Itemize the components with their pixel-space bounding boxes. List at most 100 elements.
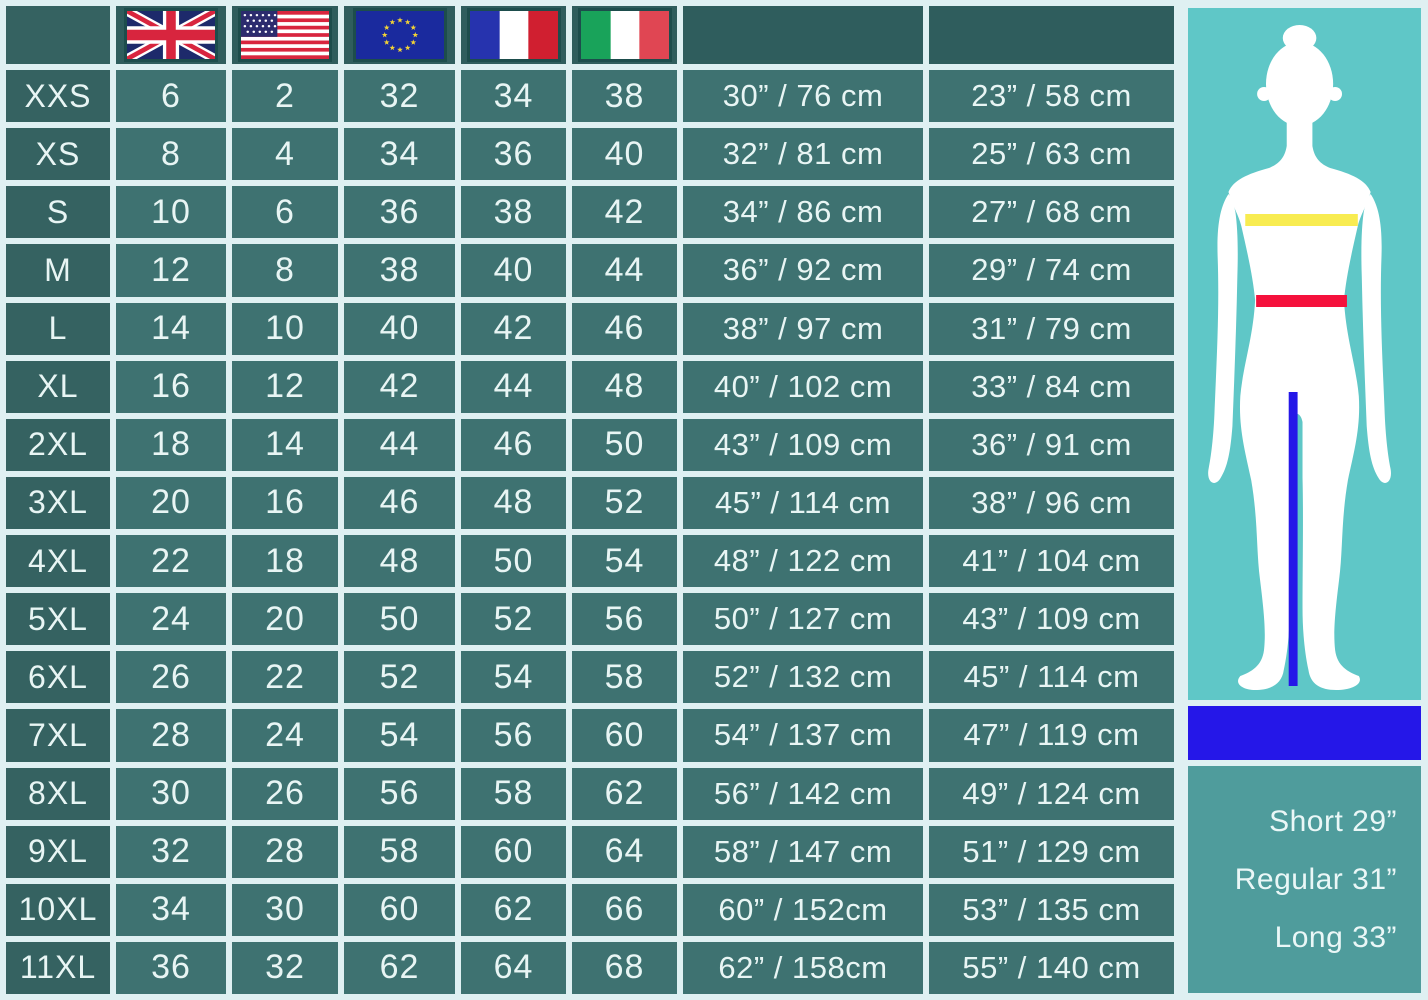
it-cell: 64	[572, 825, 677, 878]
bust-cell: 48” / 122 cm	[683, 535, 923, 588]
size-cell: 5XL	[6, 593, 110, 646]
fr-cell: 44	[461, 360, 566, 413]
it-cell: 42	[572, 186, 677, 239]
eu-cell: 54	[344, 709, 455, 762]
right-arm	[1361, 194, 1391, 483]
us-cell: 28	[232, 825, 338, 878]
it-cell: 56	[572, 593, 677, 646]
fr-cell: 46	[461, 418, 566, 471]
uk-cell: 28	[116, 709, 226, 762]
eu-cell: 38	[344, 244, 455, 297]
size-cell: S	[6, 186, 110, 239]
france-flag-icon	[461, 8, 566, 62]
us-cell: 26	[232, 767, 338, 820]
table-row: 5XL 24 20 50 52 56 50” / 127 cm 43” / 109 cm	[6, 593, 1174, 646]
bust-cell: 36” / 92 cm	[683, 244, 923, 297]
bust-cell: 60” / 152cm	[683, 883, 923, 936]
size-cell: L	[6, 302, 110, 355]
uk-cell: 14	[116, 302, 226, 355]
eu-cell: 34	[344, 128, 455, 181]
eu-cell: 58	[344, 825, 455, 878]
eu-cell: 42	[344, 360, 455, 413]
bust-cell: 40” / 102 cm	[683, 360, 923, 413]
us-cell: 14	[232, 418, 338, 471]
fr-cell: 52	[461, 593, 566, 646]
it-cell: 40	[572, 128, 677, 181]
bust-cell: 38” / 97 cm	[683, 302, 923, 355]
eu-cell: 50	[344, 593, 455, 646]
waist-cell: 36” / 91 cm	[929, 418, 1174, 471]
waist-line	[1256, 295, 1347, 307]
eu-cell: 40	[344, 302, 455, 355]
inseam-options-panel: Short 29” Regular 31” Long 33”	[1188, 766, 1421, 993]
bust-cell: 50” / 127 cm	[683, 593, 923, 646]
table-row: L 14 10 40 42 46 38” / 97 cm 31” / 79 cm	[6, 302, 1174, 355]
bust-cell: 45” / 114 cm	[683, 476, 923, 529]
inseam-option-regular: Regular 31”	[1234, 862, 1397, 896]
us-cell: 8	[232, 244, 338, 297]
table-row: XXS 6 2 32 34 38 30” / 76 cm 23” / 58 cm	[6, 70, 1174, 123]
table-row: 8XL 30 26 56 58 62 56” / 142 cm 49” / 124 cm	[6, 767, 1174, 820]
waist-cell: 38” / 96 cm	[929, 476, 1174, 529]
eu-cell: 44	[344, 418, 455, 471]
fr-cell: 56	[461, 709, 566, 762]
us-cell: 20	[232, 593, 338, 646]
waist-cell: 31” / 79 cm	[929, 302, 1174, 355]
it-cell: 58	[572, 651, 677, 704]
it-cell: 46	[572, 302, 677, 355]
bust-cell: 56” / 142 cm	[683, 767, 923, 820]
uk-cell: 6	[116, 70, 226, 123]
waist-cell: 43” / 109 cm	[929, 593, 1174, 646]
table-row: S 10 6 36 38 42 34” / 86 cm 27” / 68 cm	[6, 186, 1174, 239]
bust-header-swatch	[683, 6, 923, 64]
uk-cell: 26	[116, 651, 226, 704]
left-arm	[1208, 194, 1238, 483]
size-table-body: XXS 6 2 32 34 38 30” / 76 cm 23” / 58 cm XS 8 4 34 3…	[6, 70, 1174, 994]
us-cell: 6	[232, 186, 338, 239]
fr-cell: 38	[461, 186, 566, 239]
eu-flag-icon	[344, 8, 455, 62]
us-flag-icon	[232, 8, 338, 62]
torso-and-legs	[1228, 108, 1371, 690]
fr-cell: 42	[461, 302, 566, 355]
table-row: 3XL 20 16 46 48 52 45” / 114 cm 38” / 96 cm	[6, 476, 1174, 529]
waist-cell: 25” / 63 cm	[929, 128, 1174, 181]
table-row: 11XL 36 32 62 64 68 62” / 158cm 55” / 140 cm	[6, 941, 1174, 994]
bust-cell: 52” / 132 cm	[683, 651, 923, 704]
waist-cell: 53” / 135 cm	[929, 883, 1174, 936]
table-row: 2XL 18 14 44 46 50 43” / 109 cm 36” / 91 cm	[6, 418, 1174, 471]
table-row: 10XL 34 30 60 62 66 60” / 152cm 53” / 135 cm	[6, 883, 1174, 936]
us-cell: 12	[232, 360, 338, 413]
waist-cell: 45” / 114 cm	[929, 651, 1174, 704]
uk-cell: 36	[116, 941, 226, 994]
corner-cell	[6, 6, 110, 64]
fr-cell: 60	[461, 825, 566, 878]
waist-cell: 27” / 68 cm	[929, 186, 1174, 239]
size-cell: 11XL	[6, 941, 110, 994]
fr-cell: 58	[461, 767, 566, 820]
size-cell: XXS	[6, 70, 110, 123]
bust-cell: 58” / 147 cm	[683, 825, 923, 878]
us-cell: 10	[232, 302, 338, 355]
uk-flag-icon	[116, 8, 226, 62]
waist-cell: 51” / 129 cm	[929, 825, 1174, 878]
it-cell: 54	[572, 535, 677, 588]
size-cell: 7XL	[6, 709, 110, 762]
eu-cell: 36	[344, 186, 455, 239]
it-cell: 60	[572, 709, 677, 762]
waist-cell: 29” / 74 cm	[929, 244, 1174, 297]
inseam-color-band	[1188, 706, 1421, 760]
eu-column-header	[344, 6, 455, 64]
fr-cell: 64	[461, 941, 566, 994]
size-cell: 10XL	[6, 883, 110, 936]
france-column-header	[461, 6, 566, 64]
fr-cell: 48	[461, 476, 566, 529]
uk-cell: 12	[116, 244, 226, 297]
us-cell: 24	[232, 709, 338, 762]
waist-cell: 47” / 119 cm	[929, 709, 1174, 762]
table-row: XL 16 12 42 44 48 40” / 102 cm 33” / 84 cm	[6, 360, 1174, 413]
body-silhouette	[1208, 25, 1391, 690]
table-row: 9XL 32 28 58 60 64 58” / 147 cm 51” / 129 cm	[6, 825, 1174, 878]
eu-cell: 56	[344, 767, 455, 820]
it-cell: 50	[572, 418, 677, 471]
